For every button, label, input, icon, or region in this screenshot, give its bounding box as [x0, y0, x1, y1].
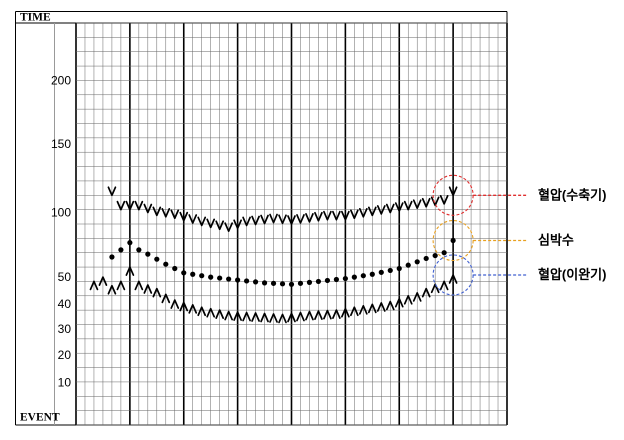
svg-text:20: 20	[58, 348, 72, 362]
svg-text:10: 10	[58, 376, 72, 390]
svg-text:혈압(이완기): 혈압(이완기)	[538, 267, 606, 282]
svg-text:30: 30	[58, 322, 72, 336]
svg-text:100: 100	[51, 206, 71, 220]
svg-text:40: 40	[58, 297, 72, 311]
svg-text:심박수: 심박수	[538, 233, 574, 248]
svg-text:TIME: TIME	[20, 12, 51, 24]
svg-text:혈압(수축기): 혈압(수축기)	[538, 187, 606, 202]
svg-text:200: 200	[51, 73, 71, 87]
svg-text:150: 150	[51, 137, 71, 151]
svg-text:EVENT: EVENT	[20, 412, 60, 424]
svg-text:50: 50	[58, 270, 72, 284]
